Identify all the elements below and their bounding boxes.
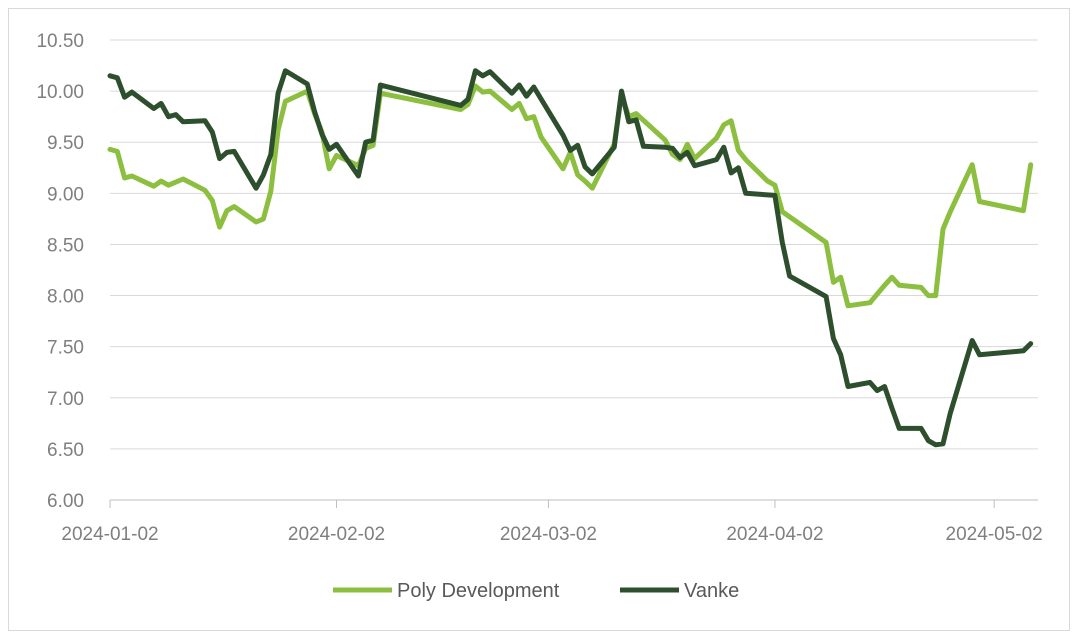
y-tick-label: 8.00	[47, 287, 84, 308]
x-tick-label: 2024-03-02	[500, 524, 597, 545]
series-lines	[107, 68, 1034, 448]
y-tick-label: 10.50	[36, 31, 84, 52]
legend-item: Vanke	[620, 580, 739, 602]
x-tick-label: 2024-04-02	[726, 524, 823, 545]
series-line-vanke	[107, 68, 1034, 448]
y-tick-label: 10.00	[36, 82, 84, 103]
legend-label: Vanke	[684, 580, 739, 602]
y-tick-label: 6.50	[47, 440, 84, 461]
y-tick-label: 9.50	[47, 133, 84, 154]
y-tick-label: 6.00	[47, 491, 84, 512]
x-tick-label: 2024-02-02	[288, 524, 385, 545]
x-tick-label: 2024-05-02	[946, 524, 1043, 545]
gridlines	[110, 39, 1038, 450]
legend-label: Poly Development	[397, 580, 560, 602]
y-axis-ticks: 6.00 6.50 7.00 7.50 8.00 8.50 9.00 9.50 10.00 10.…	[36, 31, 84, 512]
x-axis: 2024-01-02 2024-02-02 2024-03-02 2024-04-02…	[61, 499, 1043, 545]
y-tick-label: 7.00	[47, 389, 84, 410]
legend-item: Poly Development	[333, 580, 560, 602]
x-tick-label: 2024-01-02	[61, 524, 158, 545]
chart-frame	[8, 8, 1070, 631]
series-line-poly-development	[107, 83, 1034, 309]
y-tick-label: 7.50	[47, 338, 84, 359]
y-tick-label: 8.50	[47, 235, 84, 256]
y-tick-label: 9.00	[47, 184, 84, 205]
legend: Poly Development Vanke	[333, 580, 739, 602]
